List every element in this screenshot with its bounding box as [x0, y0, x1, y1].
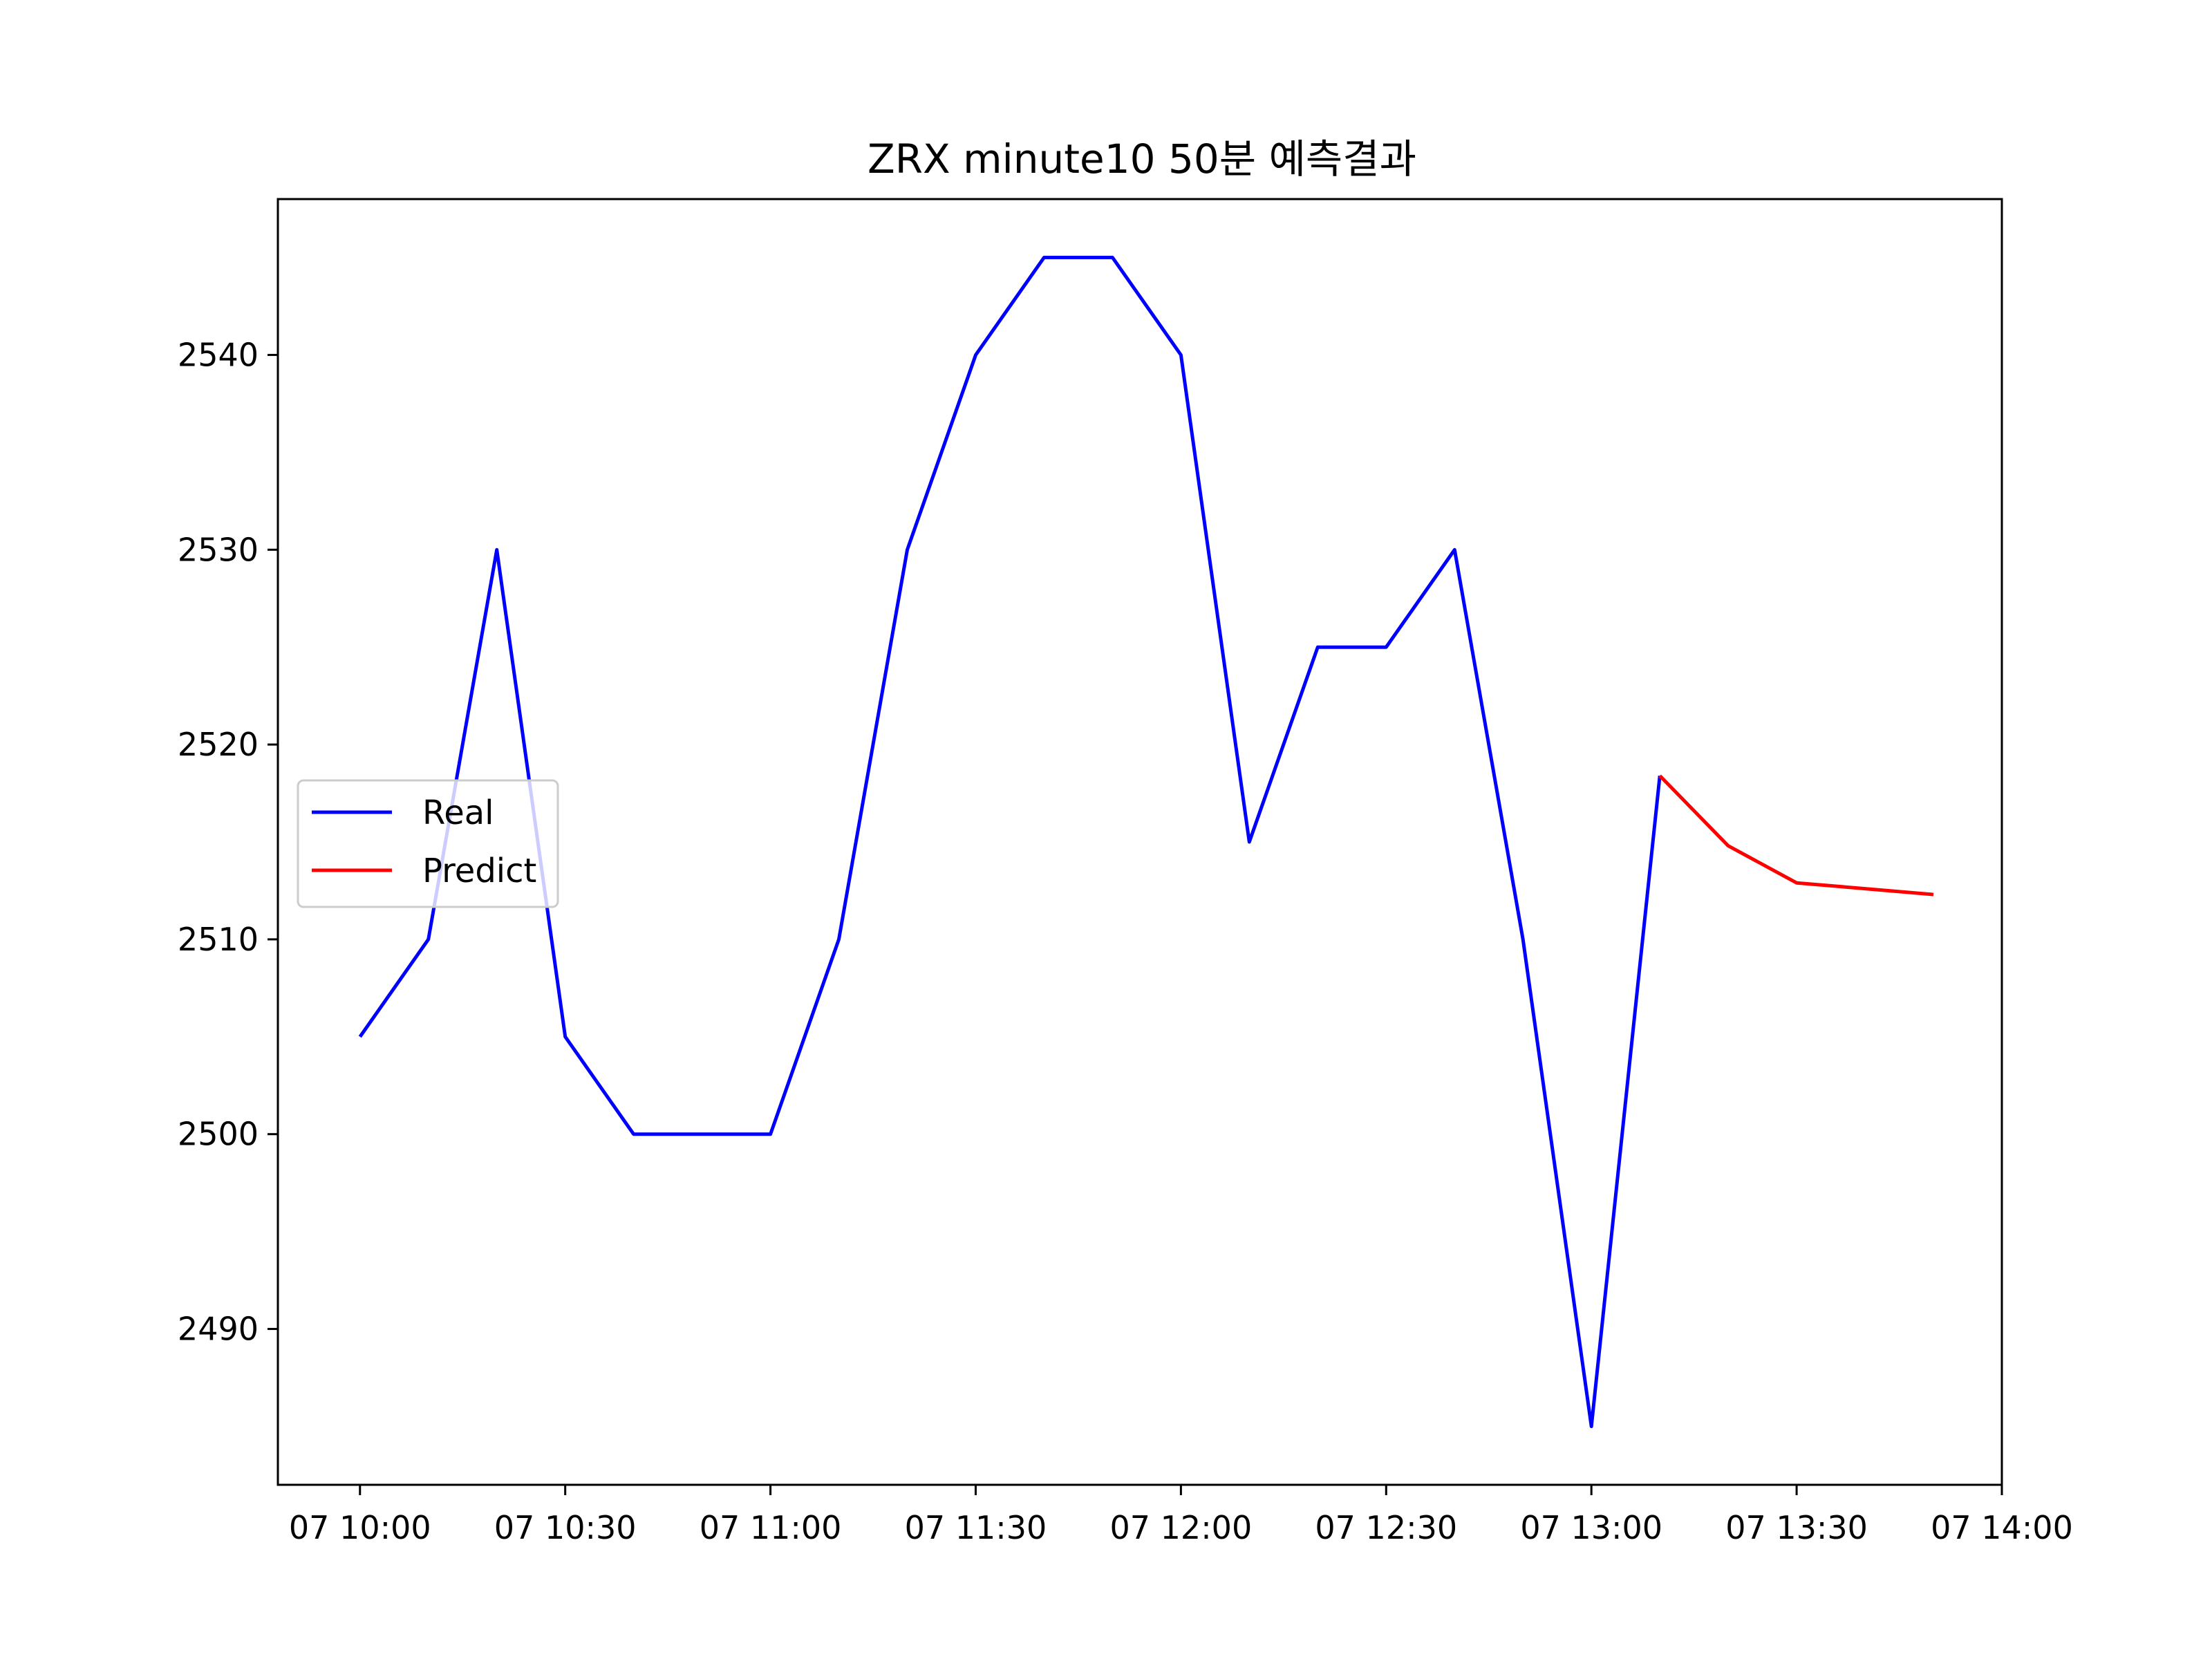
y-tick-label: 2510	[178, 921, 259, 958]
y-axis: 2490 2500 2510 2520 2530 2540	[178, 336, 278, 1348]
x-tick-label: 07 10:30	[494, 1509, 637, 1546]
x-tick-label: 07 13:00	[1520, 1509, 1662, 1546]
legend: Real Predict	[297, 779, 559, 908]
series-line-real	[358, 256, 1662, 1428]
legend-label-predict: Predict	[422, 852, 536, 890]
plot-area-frame	[276, 198, 2003, 1486]
series-layer	[358, 256, 1934, 1428]
x-tick-label: 07 12:00	[1110, 1509, 1253, 1546]
y-tick-label: 2500	[178, 1116, 259, 1153]
chart-title: ZRX minute10 50분 예측결과	[868, 135, 1416, 182]
y-tick-label: 2490	[178, 1311, 259, 1348]
x-tick-label: 07 10:00	[289, 1509, 431, 1546]
y-tick-label: 2540	[178, 336, 259, 373]
x-tick-label: 07 11:00	[700, 1509, 842, 1546]
x-tick-label: 07 12:30	[1315, 1509, 1457, 1546]
legend-label-real: Real	[422, 794, 494, 832]
y-tick-label: 2530	[178, 531, 259, 568]
series-line-predict	[1658, 774, 1934, 897]
x-axis: 07 10:00 07 10:30 07 11:00 07 11:30 07 12:00…	[289, 1485, 2073, 1546]
y-tick-label: 2520	[178, 726, 259, 763]
x-tick-label: 07 11:30	[905, 1509, 1047, 1546]
x-tick-label: 07 13:30	[1725, 1509, 1868, 1546]
x-tick-label: 07 14:00	[1931, 1509, 2073, 1546]
